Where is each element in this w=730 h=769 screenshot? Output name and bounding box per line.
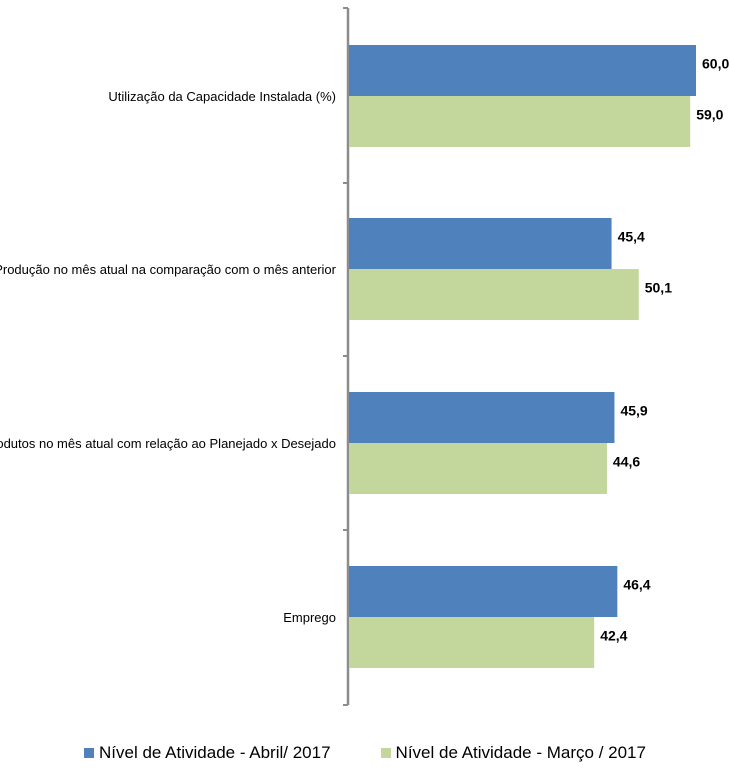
value-labels: 60,0 59,0 45,4 50,1 45,9 44,6 46,4 42,4 <box>600 56 729 644</box>
bar-nivel-de-atividade-abril-2017-3 <box>349 392 615 443</box>
legend-item-abril: Nível de Atividade - Abril/ 2017 <box>84 743 331 763</box>
category-label-1: Utilização da Capacidade Instalada (%) <box>108 89 336 104</box>
value-label-nivel-de-atividade-abril-2017-3: 45,9 <box>620 403 647 419</box>
legend-label-marco: Nível de Atividade - Março / 2017 <box>395 743 646 762</box>
bar-nivel-de-atividade-abril-2017-1 <box>349 45 696 96</box>
legend-swatch-marco <box>380 748 391 758</box>
value-label-nivel-de-atividade-abril-2017-1: 60,0 <box>702 56 729 72</box>
bar-nivel-de-atividade-marco-2017-3 <box>349 443 607 494</box>
category-label-4: Emprego <box>283 610 336 625</box>
legend-item-marco: Nível de Atividade - Março / 2017 <box>380 743 646 763</box>
value-label-nivel-de-atividade-abril-2017-2: 45,4 <box>618 229 645 245</box>
bar-chart: Utilização da Capacidade Instalada (%) Pr… <box>0 7 729 706</box>
value-label-nivel-de-atividade-marco-2017-3: 44,6 <box>613 454 640 470</box>
bar-nivel-de-atividade-abril-2017-2 <box>349 218 612 269</box>
category-labels: Utilização da Capacidade Instalada (%) Pr… <box>0 89 337 625</box>
value-label-nivel-de-atividade-marco-2017-2: 50,1 <box>645 280 672 296</box>
legend-label-abril: Nível de Atividade - Abril/ 2017 <box>99 743 331 762</box>
bar-nivel-de-atividade-marco-2017-4 <box>349 617 595 668</box>
value-label-nivel-de-atividade-abril-2017-4: 46,4 <box>623 577 650 593</box>
value-label-nivel-de-atividade-marco-2017-4: 42,4 <box>600 628 627 644</box>
legend-swatch-abril <box>84 748 95 758</box>
bar-nivel-de-atividade-marco-2017-2 <box>349 269 639 320</box>
value-label-nivel-de-atividade-marco-2017-1: 59,0 <box>696 107 723 123</box>
legend: Nível de Atividade - Abril/ 2017 Nível d… <box>0 740 730 766</box>
category-label-2: Produção no mês atual na comparação com … <box>0 262 337 277</box>
bar-nivel-de-atividade-marco-2017-1 <box>349 96 691 147</box>
category-axis-ticks <box>343 7 348 706</box>
bar-nivel-de-atividade-abril-2017-4 <box>349 566 618 617</box>
bars-group <box>349 45 696 668</box>
category-label-3: Estoque de produtos no mês atual com rel… <box>0 436 336 451</box>
